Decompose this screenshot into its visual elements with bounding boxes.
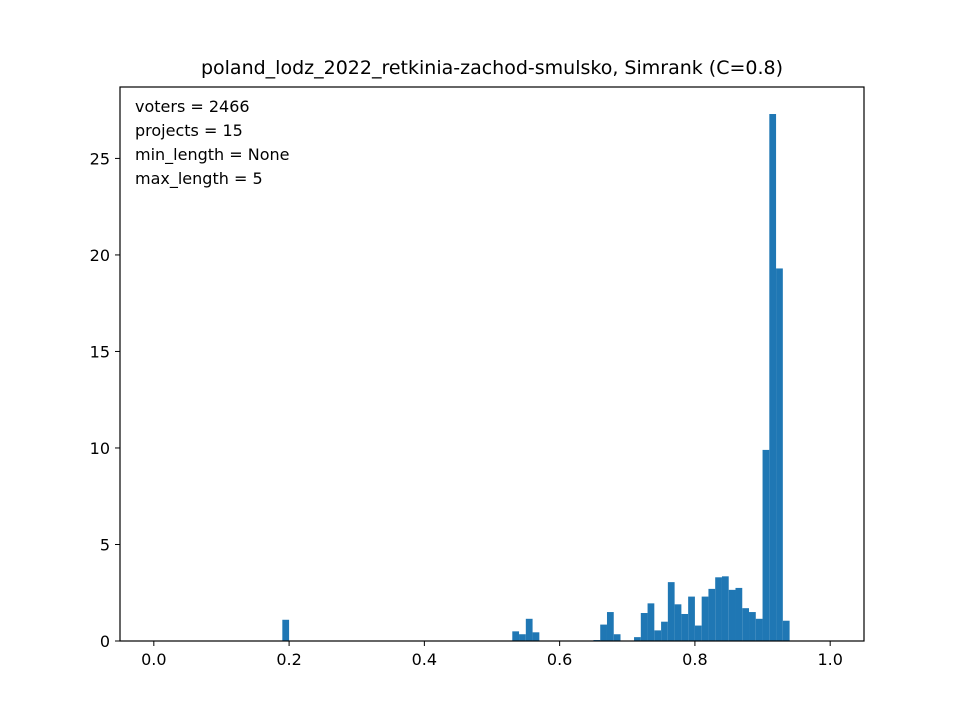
histogram-bar: [600, 624, 607, 641]
annotation-line: voters = 2466: [135, 97, 250, 116]
histogram-bar: [647, 603, 655, 641]
histogram-bar: [640, 613, 648, 641]
stats-annotation: voters = 2466 projects = 15 min_length = N…: [135, 97, 290, 189]
y-tick-label: 20: [90, 246, 110, 265]
histogram-bar: [674, 604, 682, 641]
annotation-line: max_length = 5: [135, 169, 263, 189]
x-tick-label: 0.0: [141, 650, 166, 669]
histogram-bar: [776, 268, 783, 641]
y-tick-label: 15: [90, 342, 110, 361]
histogram-bar: [613, 634, 621, 641]
histogram-bar: [728, 589, 736, 641]
y-tick-label: 10: [90, 439, 110, 458]
histogram-bar: [701, 596, 709, 641]
histogram-bar: [532, 632, 540, 641]
histogram-bar: [715, 577, 722, 641]
x-tick-label: 1.0: [817, 650, 842, 669]
y-tick-label: 25: [90, 149, 110, 168]
histogram-bar: [755, 618, 763, 641]
histogram-bar: [681, 613, 689, 641]
histogram-bar: [282, 619, 290, 641]
histogram-bar: [782, 620, 790, 641]
histogram-bar: [606, 612, 614, 641]
histogram-bar: [749, 612, 756, 641]
histogram-bar: [525, 618, 533, 641]
y-tick-label: 5: [100, 535, 110, 554]
histogram-bar: [694, 625, 702, 641]
histogram-bar: [721, 576, 729, 641]
annotation-line: projects = 15: [135, 121, 243, 140]
histogram-bar: [667, 582, 675, 641]
bars-group: [282, 114, 790, 641]
histogram-bar: [708, 588, 716, 641]
histogram-bar: [688, 596, 695, 641]
annotation-line: min_length = None: [135, 145, 290, 165]
y-axis-ticks: 0 5 10 15 20 25: [90, 149, 120, 651]
x-tick-label: 0.4: [412, 650, 437, 669]
plot-frame: [119, 86, 865, 642]
histogram-bar: [762, 449, 770, 641]
histogram-bar: [661, 621, 668, 641]
x-tick-label: 0.8: [682, 650, 707, 669]
histogram-bar: [735, 587, 743, 641]
histogram-bar: [654, 630, 662, 641]
chart-title: poland_lodz_2022_retkinia-zachod-smulsko…: [201, 57, 783, 79]
x-tick-label: 0.2: [276, 650, 301, 669]
x-tick-label: 0.6: [547, 650, 572, 669]
histogram-bar: [512, 631, 520, 641]
histogram-bar: [634, 637, 641, 641]
histogram-bar: [769, 114, 777, 641]
x-axis-ticks: 0.0 0.2 0.4 0.6 0.8 1.0: [141, 641, 843, 669]
y-tick-label: 0: [100, 632, 110, 651]
histogram-bar: [742, 608, 750, 641]
histogram-bar: [519, 634, 526, 641]
